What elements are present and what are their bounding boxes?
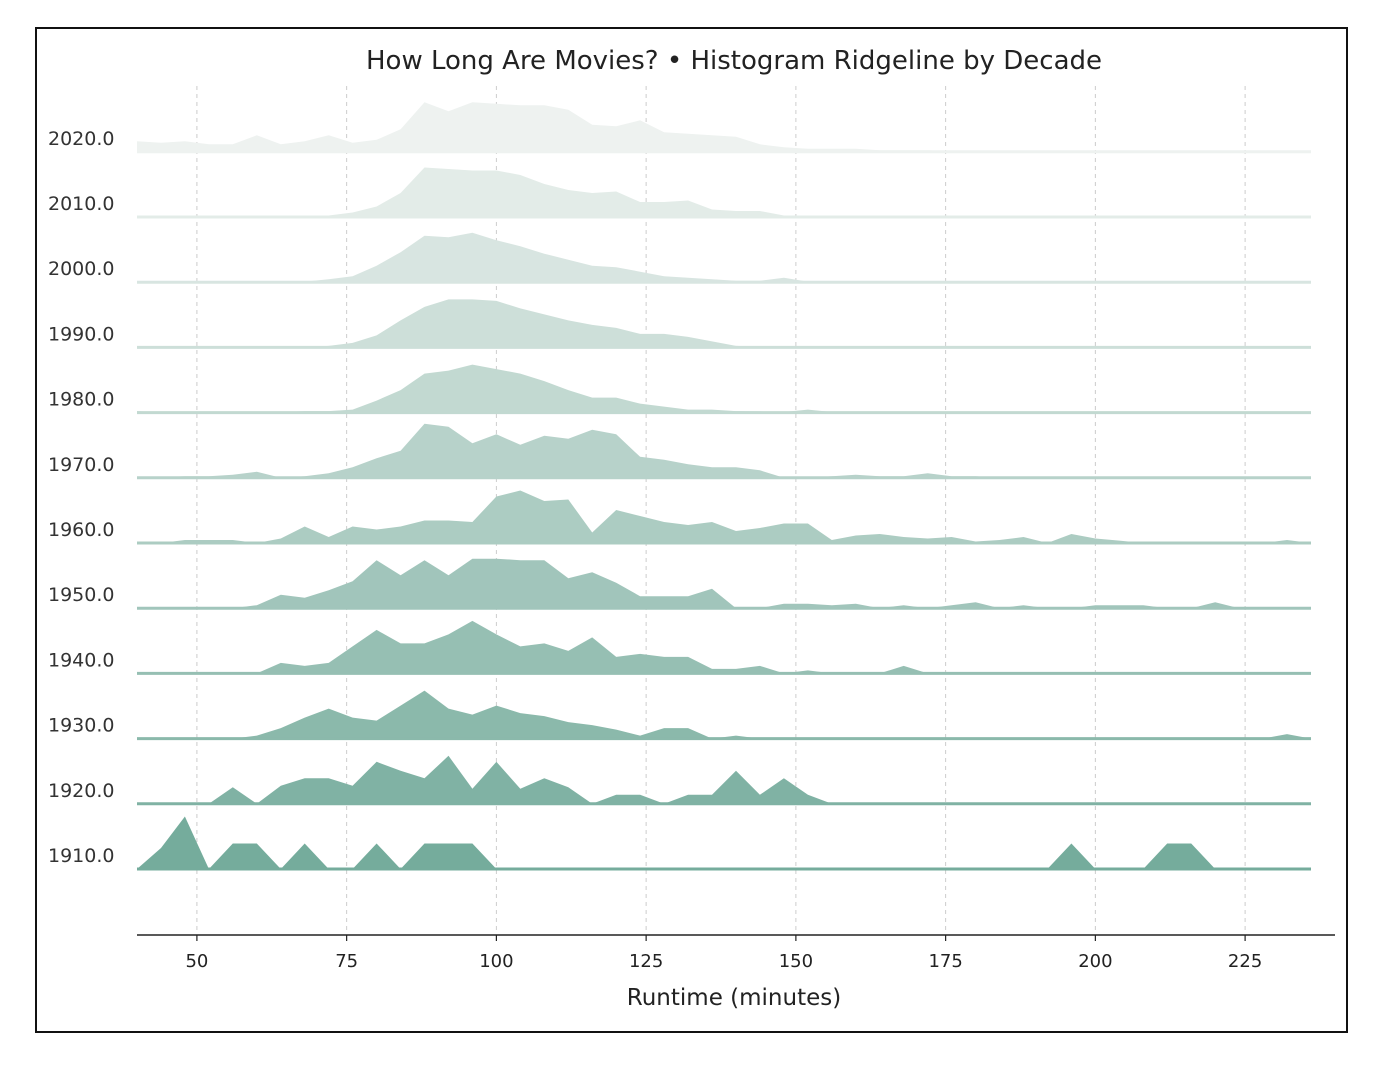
ridge-1960.0 xyxy=(137,490,1311,543)
x-tick-label: 225 xyxy=(1228,951,1262,972)
x-axis-ticks: 50 75 100 125 150 175 200 225 xyxy=(185,935,1262,972)
ridge-1930.0 xyxy=(137,690,1311,739)
decade-label: 1910.0 xyxy=(48,845,114,867)
x-tick-label: 200 xyxy=(1078,951,1112,972)
decade-label: 1930.0 xyxy=(48,715,114,737)
x-tick-label: 100 xyxy=(479,951,513,972)
chart-title: How Long Are Movies? • Histogram Ridgeli… xyxy=(366,46,1102,76)
decade-label: 2020.0 xyxy=(48,128,114,150)
decade-label: 1920.0 xyxy=(48,780,114,802)
ridges xyxy=(137,102,1311,871)
decade-label: 1950.0 xyxy=(48,584,114,606)
ridge-1950.0 xyxy=(137,558,1311,609)
decade-label: 1970.0 xyxy=(48,454,114,476)
ridge-2020.0 xyxy=(137,102,1311,152)
figure-border xyxy=(35,27,1348,1033)
decade-labels: 2020.0 2010.0 2000.0 1990.0 1980.0 1970.0 1960… xyxy=(48,128,114,867)
ridge-1980.0 xyxy=(137,364,1311,413)
x-tick-label: 75 xyxy=(335,951,358,972)
decade-label: 2000.0 xyxy=(48,258,114,280)
ridge-1920.0 xyxy=(137,755,1311,804)
ridge-1910.0 xyxy=(137,816,1311,869)
decade-label: 1940.0 xyxy=(48,649,114,671)
x-tick-label: 150 xyxy=(779,951,813,972)
x-tick-label: 125 xyxy=(629,951,663,972)
x-axis-label: Runtime (minutes) xyxy=(627,985,841,1011)
ridge-1940.0 xyxy=(137,620,1311,674)
x-tick-label: 50 xyxy=(185,951,208,972)
decade-label: 1990.0 xyxy=(48,323,114,345)
decade-label: 2010.0 xyxy=(48,193,114,215)
ridge-2000.0 xyxy=(137,232,1311,283)
decade-label: 1960.0 xyxy=(48,519,114,541)
ridge-1970.0 xyxy=(137,423,1311,478)
decade-label: 1980.0 xyxy=(48,389,114,411)
x-tick-label: 175 xyxy=(928,951,962,972)
ridge-1990.0 xyxy=(137,299,1311,348)
ridge-2010.0 xyxy=(137,167,1311,217)
